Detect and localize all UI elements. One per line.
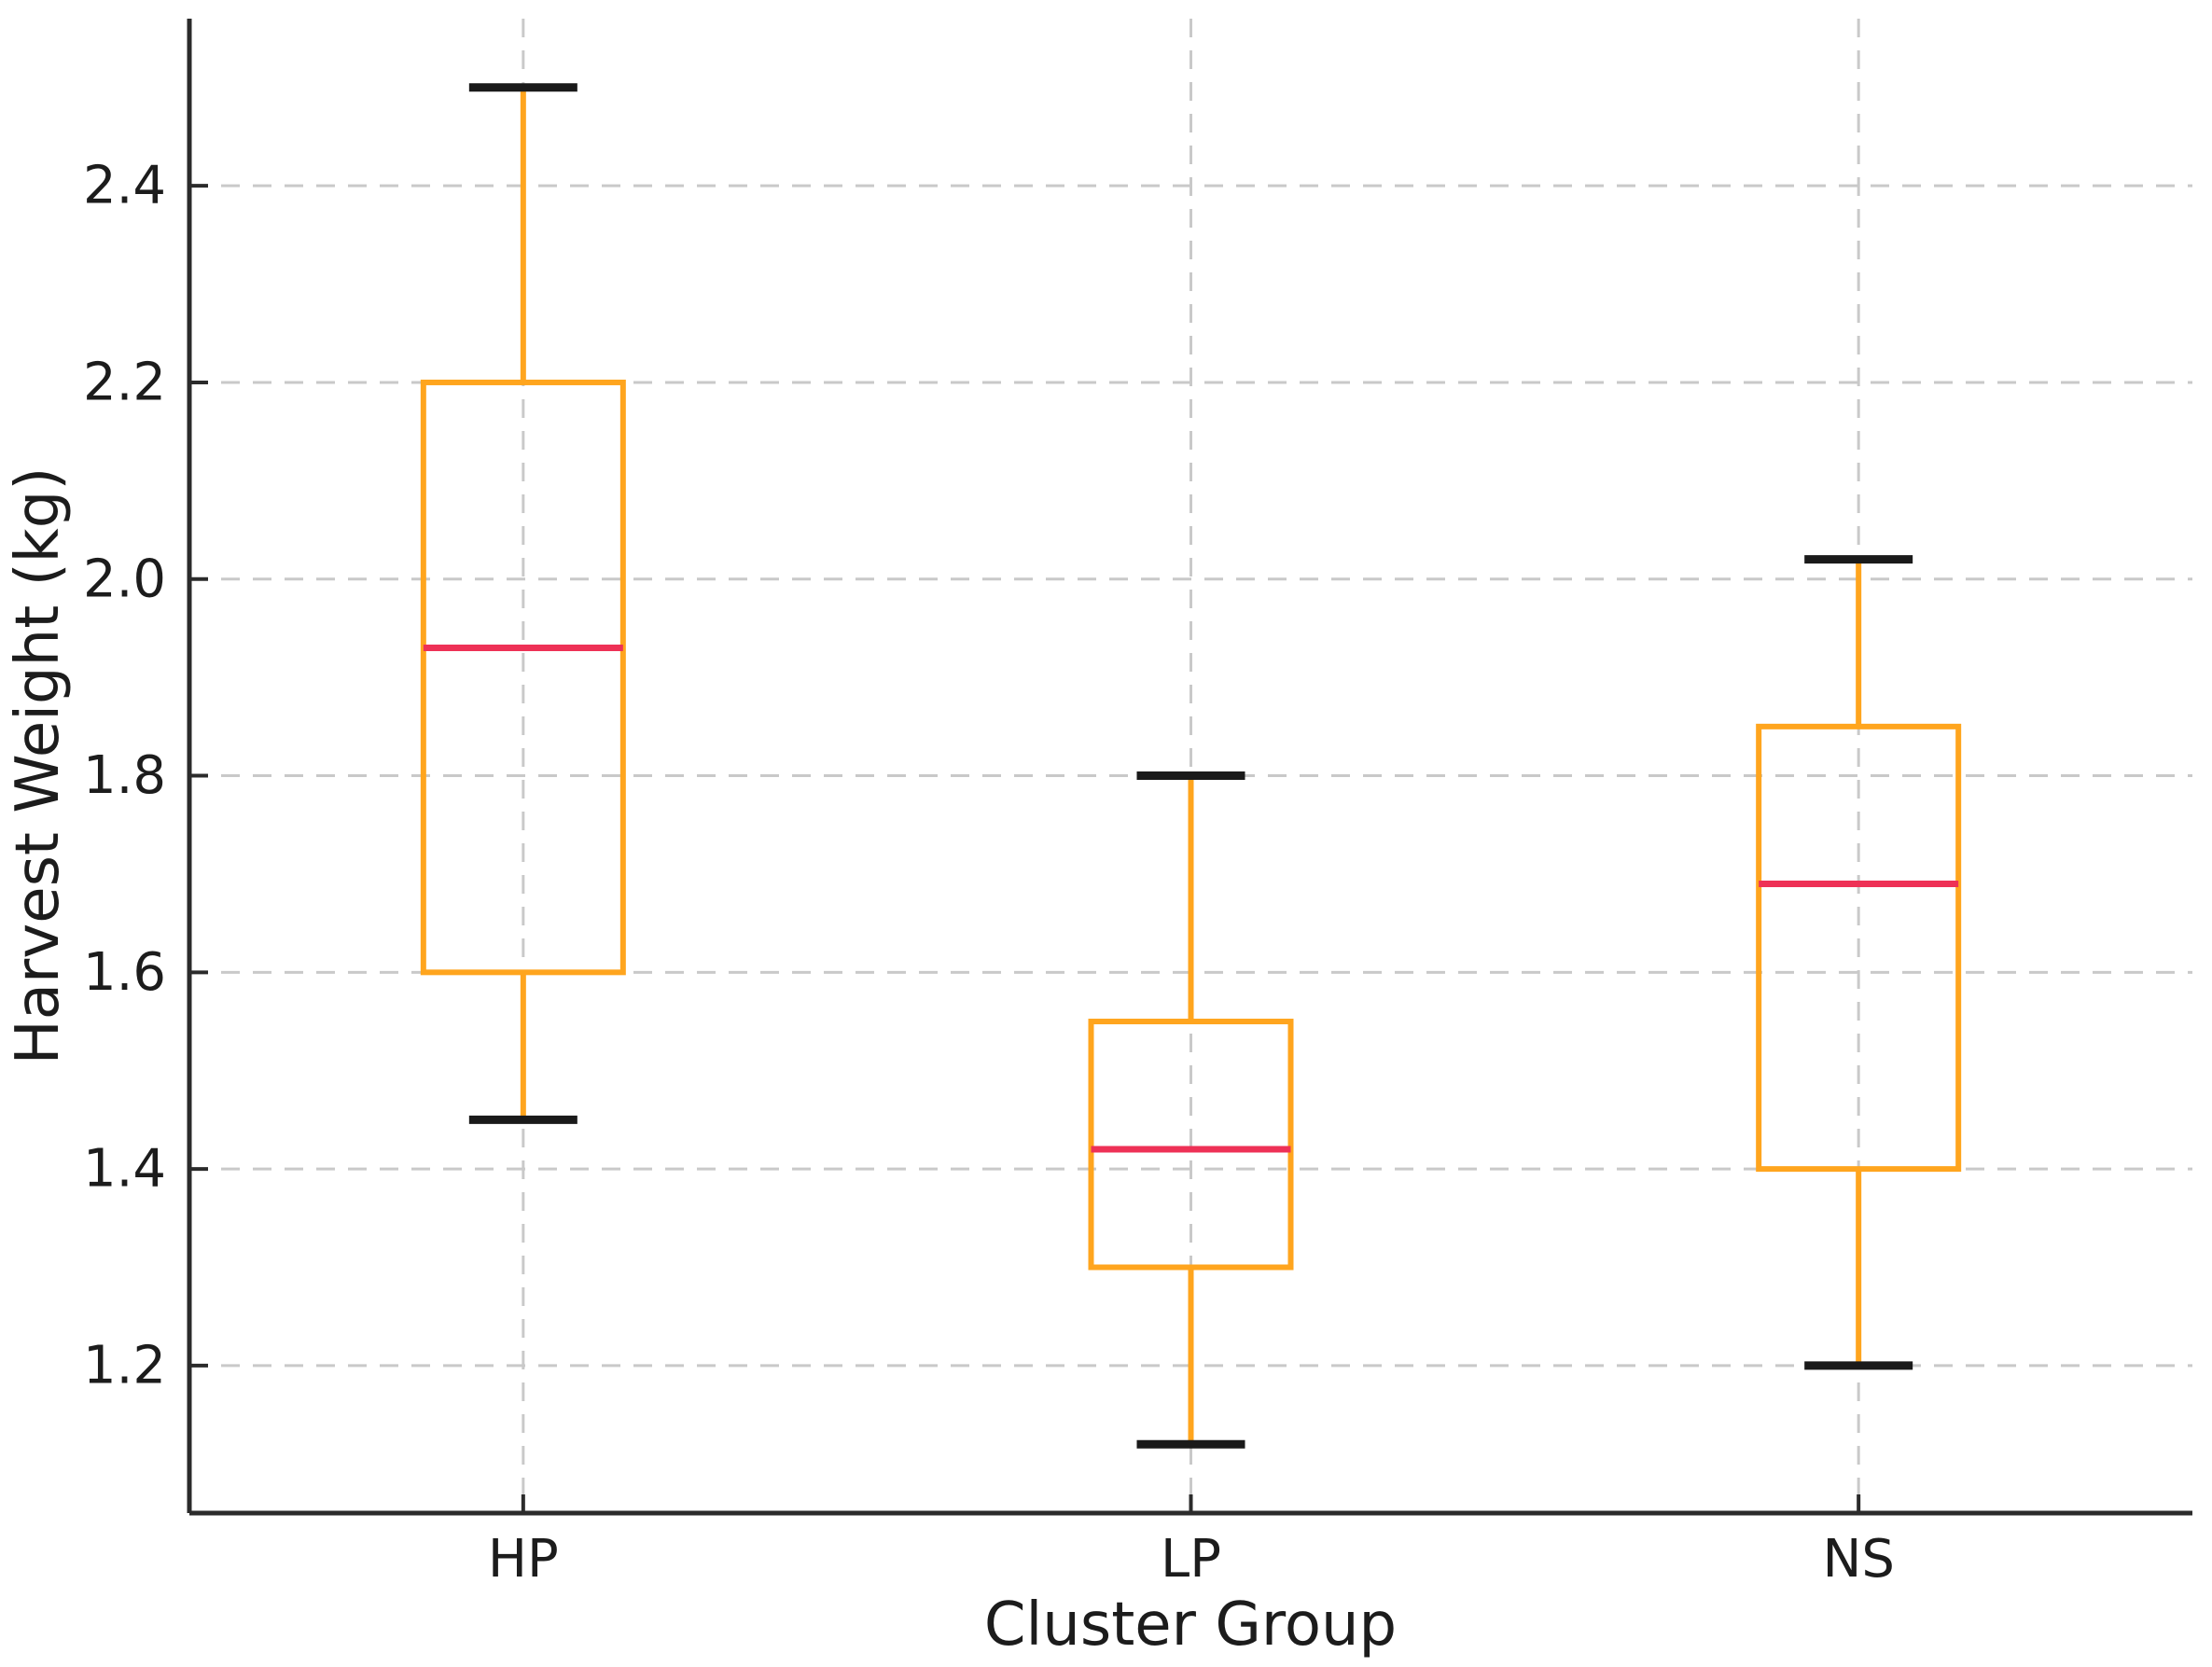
y-tick-label-1.4: 1.4	[83, 1139, 166, 1200]
boxplot-lp	[1088, 771, 1294, 1449]
y-axis-label: Harvest Weight (kg)	[4, 467, 73, 1065]
boxplot-hp	[420, 83, 626, 1124]
ns-box	[1756, 723, 1962, 1173]
y-tick-label-1.2: 1.2	[83, 1335, 166, 1396]
x-tick-labels: HP LP NS	[488, 1529, 1895, 1590]
x-tick-label-lp: LP	[1161, 1529, 1221, 1590]
lp-box	[1088, 1019, 1294, 1271]
y-tick-labels: 1.2 1.4 1.6 1.8 2.0 2.2 2.4	[83, 156, 166, 1396]
y-tick-label-1.6: 1.6	[83, 942, 166, 1003]
x-axis-label: Cluster Group	[984, 1591, 1397, 1660]
y-tick-label-2.0: 2.0	[83, 549, 166, 609]
hp-box	[420, 379, 626, 976]
x-tick-label-hp: HP	[488, 1529, 559, 1590]
y-tick-label-2.2: 2.2	[83, 352, 166, 412]
tick-marks	[189, 184, 1861, 1513]
x-tick-label-ns: NS	[1822, 1529, 1894, 1590]
y-tick-label-1.8: 1.8	[83, 745, 166, 806]
boxplot-ns	[1756, 555, 1962, 1370]
boxplot-series	[420, 83, 1962, 1449]
y-tick-label-2.4: 2.4	[83, 156, 166, 216]
